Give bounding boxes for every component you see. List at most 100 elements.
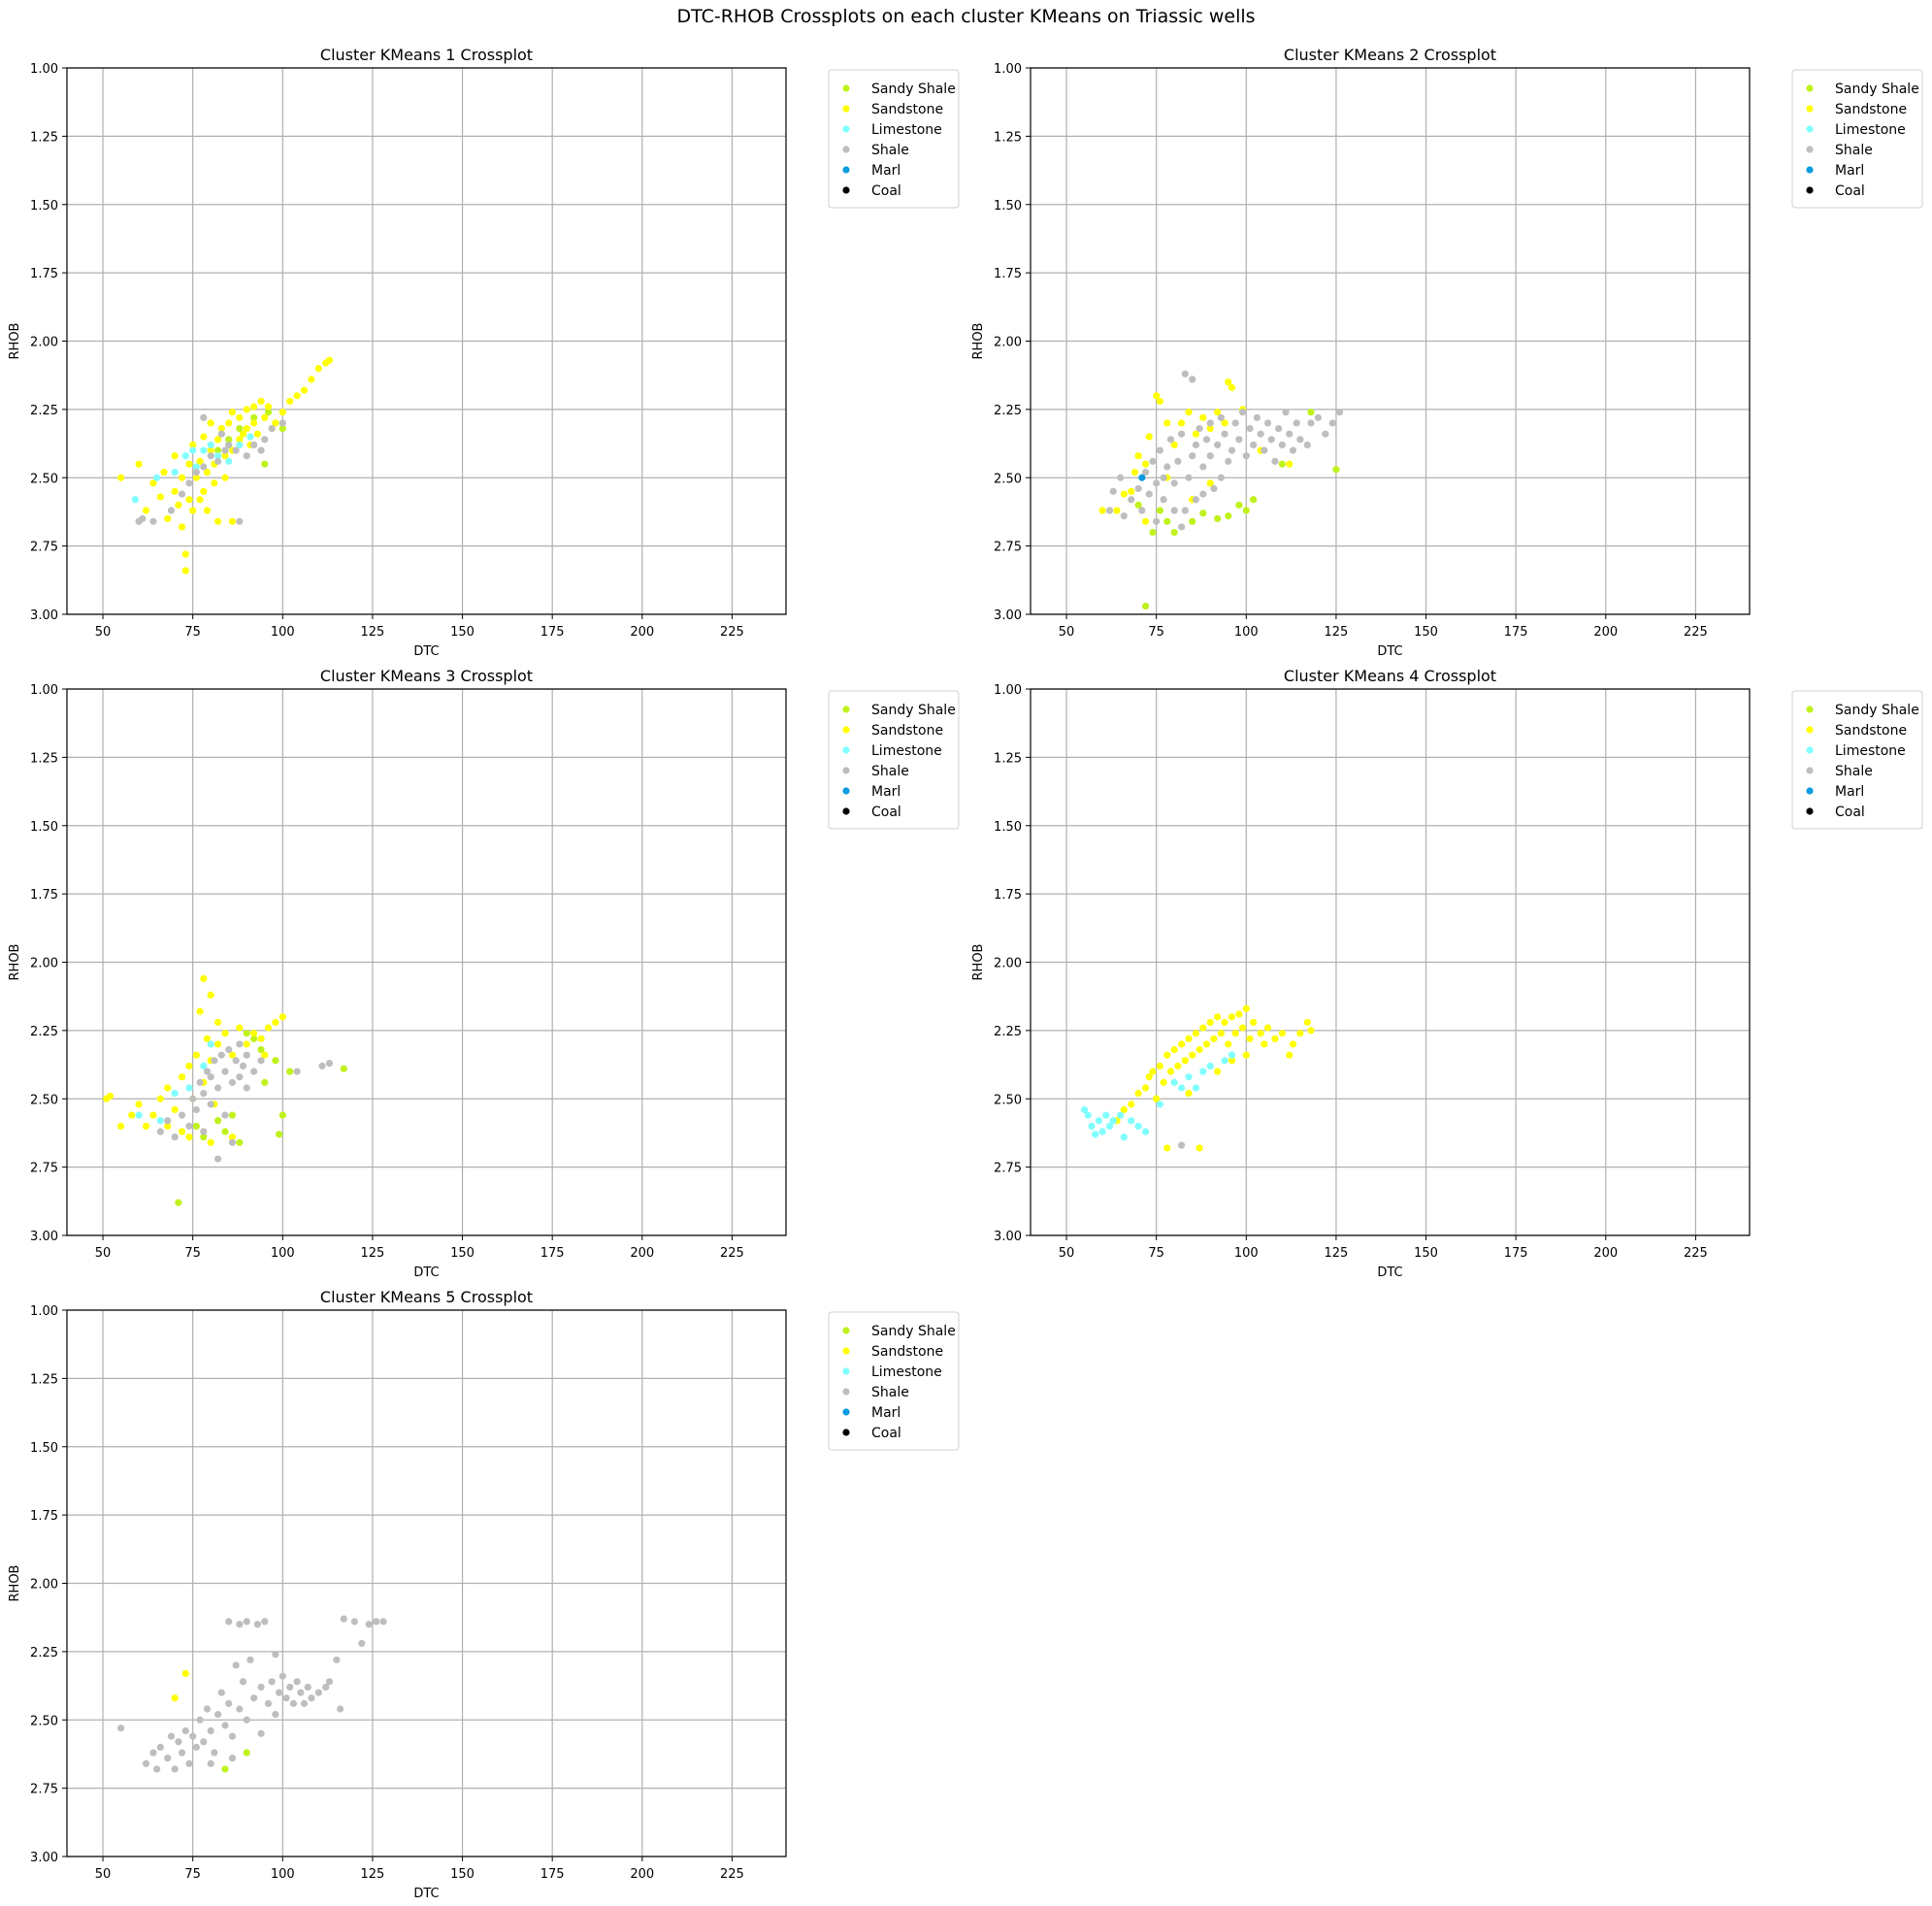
scatter-point — [1221, 1057, 1228, 1065]
scatter-point — [1206, 424, 1214, 433]
scatter-point — [1246, 424, 1254, 433]
y-tick-label: 3.00 — [994, 608, 1022, 623]
x-tick-label: 150 — [1414, 1246, 1438, 1261]
scatter-point — [1275, 424, 1283, 433]
scatter-point — [1231, 419, 1239, 427]
scatter-point — [264, 409, 273, 416]
series-limestone — [135, 1040, 214, 1125]
legend-label: Sandy Shale — [871, 82, 956, 97]
y-tick-label: 2.25 — [30, 1025, 58, 1039]
x-tick-label: 50 — [1059, 625, 1075, 640]
scatter-point — [207, 991, 214, 999]
scatter-point — [236, 413, 244, 421]
scatter-point — [153, 1765, 161, 1773]
scatter-point — [350, 1618, 358, 1626]
scatter-point — [171, 1134, 179, 1141]
legend-label: Coal — [1835, 183, 1865, 199]
scatter-point — [1149, 528, 1157, 537]
scatter-point — [1185, 1073, 1193, 1081]
x-axis-label: DTC — [413, 1265, 439, 1280]
scatter-point — [228, 1732, 237, 1740]
scatter-point — [325, 1060, 334, 1068]
scatter-point — [200, 1090, 208, 1098]
x-tick-label: 150 — [450, 1867, 475, 1882]
scatter-point — [1141, 469, 1150, 476]
scatter-point — [1225, 1040, 1232, 1048]
series-sandstone — [1113, 1004, 1315, 1152]
scatter-point — [175, 1738, 182, 1746]
scatter-point — [1181, 1057, 1189, 1065]
legend-label: Sandstone — [871, 102, 943, 117]
scatter-point — [268, 424, 276, 433]
scatter-point — [1128, 1117, 1135, 1125]
scatter-point — [1286, 430, 1293, 438]
scatter-point — [1225, 378, 1232, 386]
legend-label: Marl — [871, 1405, 901, 1421]
crossplot-panel-5: 50 75 100 125 150 175 200 225 1.00 1.25 1.50 1.75 2.… — [8, 1288, 960, 1901]
scatter-point — [1261, 1040, 1268, 1048]
x-tick-label: 125 — [361, 625, 385, 640]
scatter-point — [156, 1095, 164, 1102]
scatter-point — [1271, 1035, 1279, 1042]
scatter-point — [178, 1073, 186, 1081]
scatter-point — [1289, 446, 1297, 454]
scatter-point — [1181, 507, 1189, 514]
crossplot-panel-1: 50 75 100 125 150 175 200 225 1.00 1.25 1.50 1.75 2.… — [8, 46, 960, 659]
y-axis-label: RHOB — [8, 1565, 22, 1602]
scatter-point — [139, 514, 147, 523]
scatter-point — [221, 1030, 229, 1037]
scatter-point — [185, 496, 193, 504]
scatter-point — [286, 397, 294, 406]
series-shale — [135, 413, 286, 525]
scatter-point — [1178, 1084, 1186, 1092]
scatter-point — [128, 1111, 136, 1119]
scatter-point — [1206, 1062, 1214, 1070]
scatter-point — [189, 507, 197, 514]
x-tick-label: 175 — [1504, 625, 1528, 640]
panel-title: Cluster KMeans 3 Crossplot — [320, 667, 533, 685]
legend-label: Shale — [871, 764, 909, 779]
y-tick-label: 2.50 — [994, 472, 1022, 486]
scatter-point — [1250, 441, 1258, 449]
scatter-point — [207, 446, 214, 454]
y-tick-label: 2.50 — [994, 1093, 1022, 1107]
y-tick-label: 1.00 — [994, 683, 1022, 698]
y-tick-label: 1.25 — [994, 130, 1022, 145]
scatter-point — [171, 1694, 179, 1702]
scatter-point — [1145, 490, 1153, 498]
scatter-point — [167, 1732, 176, 1740]
scatter-point — [160, 469, 168, 476]
scatter-point — [1181, 370, 1189, 378]
scatter-point — [1160, 496, 1167, 504]
scatter-point — [225, 441, 233, 449]
legend-label: Sandstone — [1835, 723, 1907, 739]
scatter-point — [365, 1621, 373, 1628]
scatter-point — [1228, 446, 1236, 454]
scatter-point — [1149, 1068, 1157, 1075]
scatter-point — [278, 1672, 286, 1680]
legend-label: Coal — [1835, 805, 1865, 820]
scatter-point — [196, 1716, 204, 1724]
series-sandy-shale — [214, 409, 286, 468]
legend-label: Limestone — [871, 122, 942, 138]
scatter-point — [1250, 1018, 1258, 1027]
crossplot-panel-3: 50 75 100 125 150 175 200 225 1.00 1.25 1.50 1.75 2.… — [8, 667, 960, 1280]
series-marl — [1138, 474, 1146, 481]
x-tick-label: 75 — [1148, 1246, 1164, 1261]
series-sandstone — [116, 356, 334, 575]
y-tick-label: 1.50 — [30, 199, 58, 214]
scatter-point — [1149, 457, 1157, 465]
scatter-point — [1170, 441, 1178, 449]
scatter-point — [211, 1749, 218, 1757]
scatter-point — [1263, 419, 1272, 427]
scatter-point — [1128, 1101, 1135, 1108]
legend: Sandy Shale Sandstone Limestone Shale Marl Co… — [1791, 690, 1923, 830]
scatter-point — [1199, 1024, 1207, 1032]
scatter-point — [164, 1122, 172, 1130]
scatter-point — [1195, 1045, 1203, 1054]
series-sandstone — [1098, 378, 1293, 525]
scatter-point — [1235, 436, 1243, 444]
scatter-point — [167, 507, 176, 514]
scatter-point — [1278, 460, 1286, 468]
scatter-point — [340, 1615, 347, 1623]
